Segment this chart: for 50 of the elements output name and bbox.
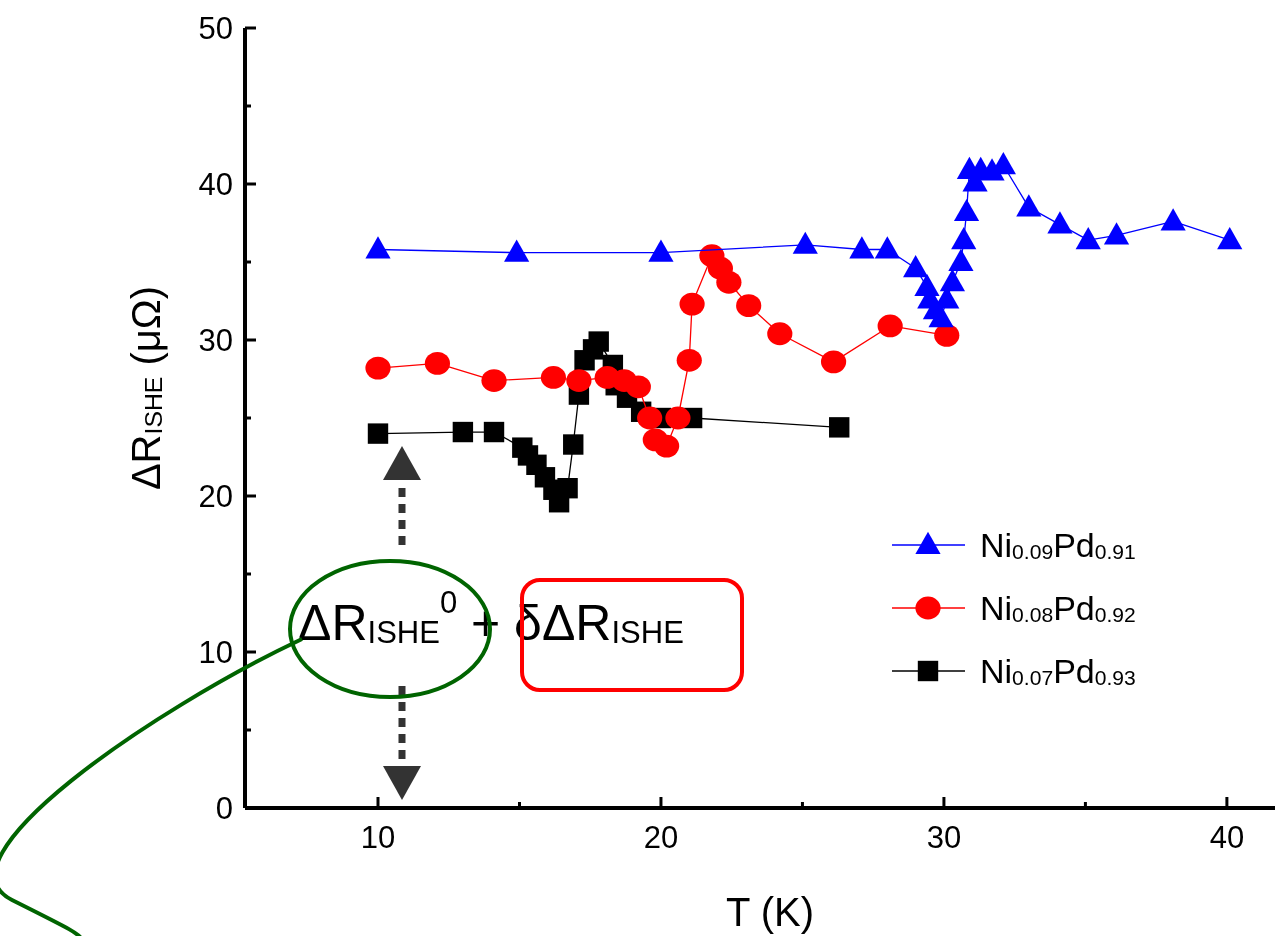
point (903, 255, 929, 278)
point (365, 236, 391, 259)
point (1217, 226, 1243, 250)
point (365, 356, 391, 380)
point (953, 198, 980, 222)
y-tick-label: 0 (215, 791, 233, 826)
point (792, 231, 818, 254)
point (504, 239, 530, 262)
point (367, 423, 389, 444)
y-tick-label: 30 (198, 323, 233, 358)
point (1103, 222, 1130, 245)
point (829, 417, 850, 438)
point (625, 375, 651, 399)
x-tick-label: 10 (360, 820, 396, 855)
point (820, 350, 847, 374)
point (1160, 208, 1186, 231)
point (540, 366, 567, 389)
point (849, 236, 875, 259)
x-axis-title: T (K) (725, 890, 815, 934)
point (424, 352, 451, 375)
y-tick-label: 20 (198, 479, 233, 514)
point (637, 406, 663, 430)
point (481, 369, 507, 392)
y-tick-label: 40 (198, 167, 233, 202)
point (877, 314, 903, 338)
point (951, 226, 977, 250)
point (736, 294, 762, 318)
y-tick-label: 50 (198, 11, 233, 46)
point (1016, 194, 1042, 217)
x-tick-label: 30 (926, 820, 962, 855)
point (483, 421, 505, 443)
point (566, 369, 592, 392)
point (654, 434, 680, 458)
point (648, 239, 674, 262)
point (874, 236, 900, 259)
point (939, 269, 966, 292)
y-tick-label: 10 (198, 635, 233, 670)
x-tick-label: 20 (643, 820, 679, 855)
point (679, 292, 705, 316)
x-tick-label: 40 (1209, 820, 1245, 855)
point (665, 406, 691, 430)
point (1047, 211, 1073, 234)
point (767, 322, 793, 346)
point (948, 248, 974, 271)
point (563, 434, 584, 455)
point (452, 421, 474, 443)
point (934, 323, 960, 347)
point (1075, 226, 1101, 250)
point (716, 270, 742, 294)
point (676, 348, 702, 372)
